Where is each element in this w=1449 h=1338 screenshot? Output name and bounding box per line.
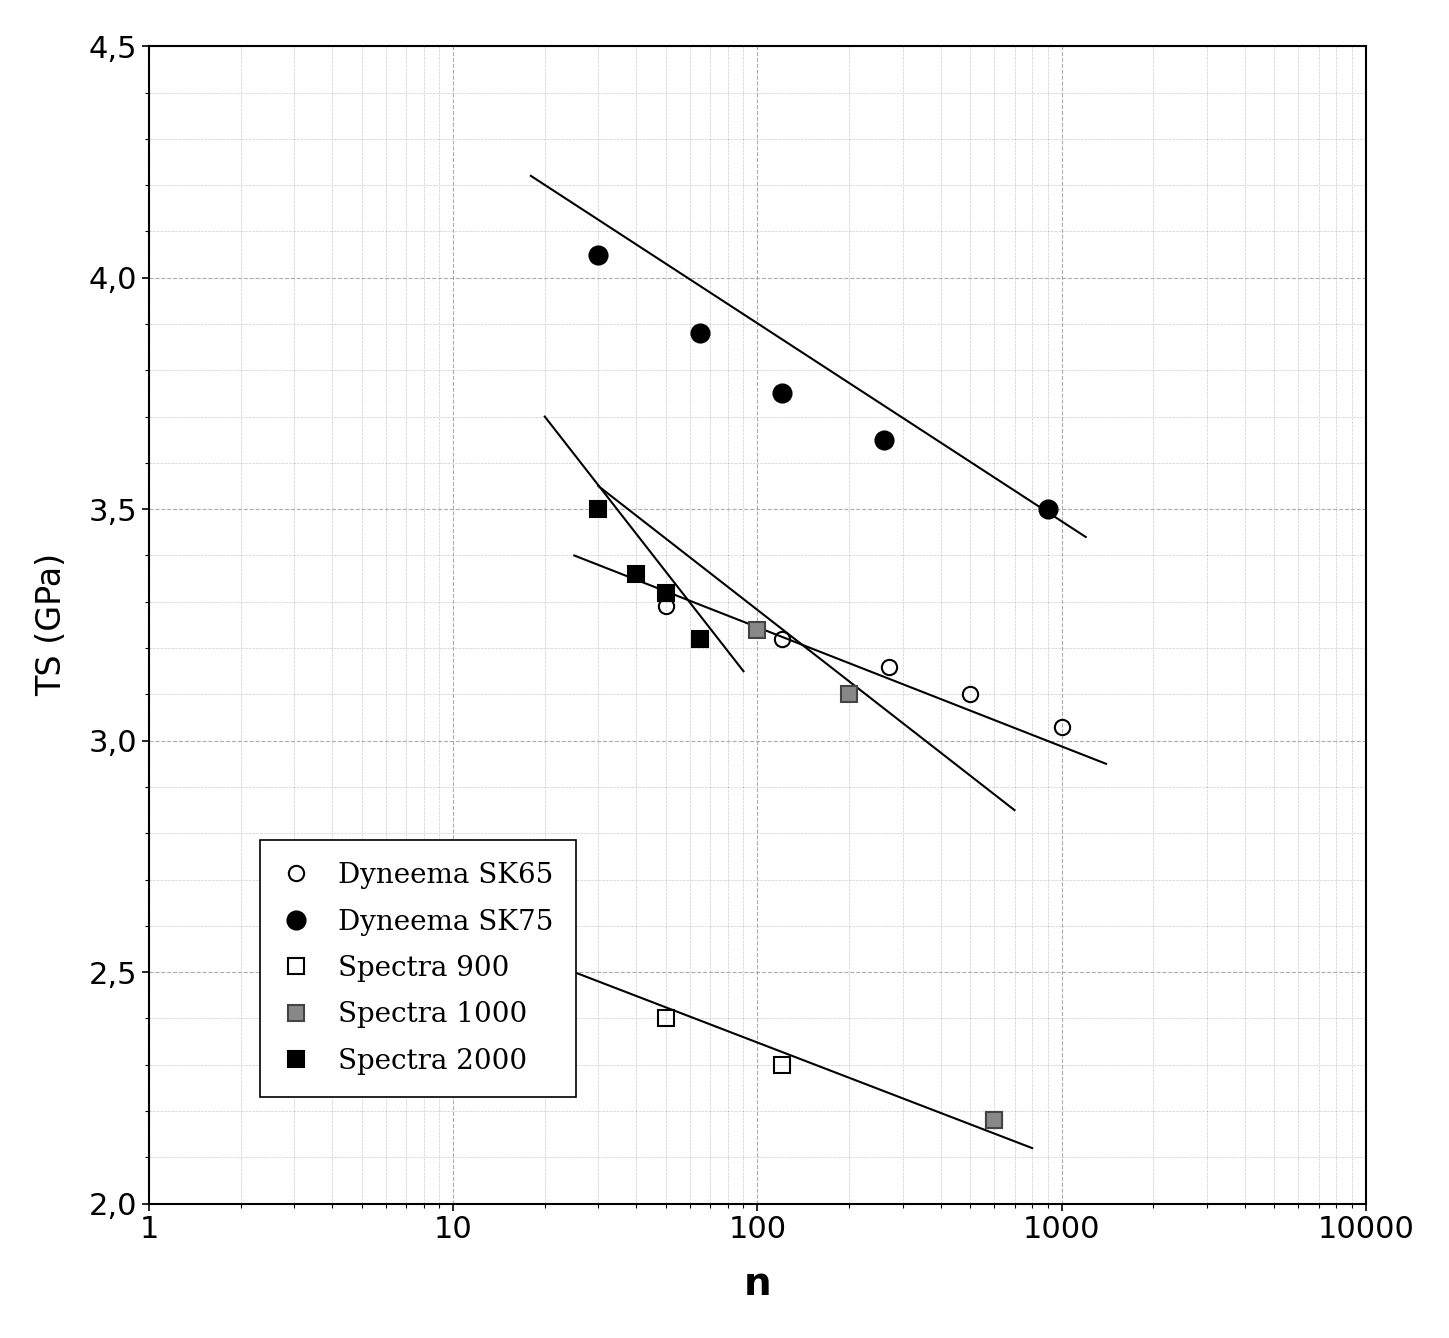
Spectra 1000 bbox=[749, 622, 767, 638]
Line: Dyneema SK65: Dyneema SK65 bbox=[658, 599, 1069, 735]
Spectra 900 bbox=[772, 1057, 790, 1073]
Dyneema SK75 bbox=[691, 325, 709, 341]
Legend: Dyneema SK65, Dyneema SK75, Spectra 900, Spectra 1000, Spectra 2000: Dyneema SK65, Dyneema SK75, Spectra 900,… bbox=[261, 840, 575, 1097]
Spectra 2000 bbox=[627, 566, 645, 582]
Y-axis label: TS (GPa): TS (GPa) bbox=[35, 554, 68, 697]
Dyneema SK65 bbox=[880, 658, 897, 674]
Line: Dyneema SK75: Dyneema SK75 bbox=[590, 246, 1056, 518]
Dyneema SK75 bbox=[772, 385, 790, 401]
Dyneema SK75 bbox=[875, 432, 893, 448]
Line: Spectra 900: Spectra 900 bbox=[658, 1010, 1001, 1128]
Dyneema SK75 bbox=[590, 246, 607, 262]
Dyneema SK65 bbox=[1053, 719, 1071, 735]
Spectra 2000 bbox=[590, 502, 607, 518]
Spectra 2000 bbox=[691, 630, 709, 646]
Spectra 900 bbox=[658, 1010, 675, 1026]
Dyneema SK65 bbox=[961, 686, 978, 702]
Dyneema SK65 bbox=[658, 598, 675, 614]
Dyneema SK65 bbox=[772, 630, 790, 646]
Spectra 2000 bbox=[658, 585, 675, 601]
Line: Spectra 1000: Spectra 1000 bbox=[749, 622, 1001, 1128]
Spectra 1000 bbox=[840, 686, 858, 702]
Spectra 900 bbox=[985, 1112, 1003, 1128]
Spectra 1000 bbox=[985, 1112, 1003, 1128]
X-axis label: n: n bbox=[743, 1266, 771, 1303]
Dyneema SK75 bbox=[1039, 502, 1056, 518]
Line: Spectra 2000: Spectra 2000 bbox=[591, 502, 709, 646]
